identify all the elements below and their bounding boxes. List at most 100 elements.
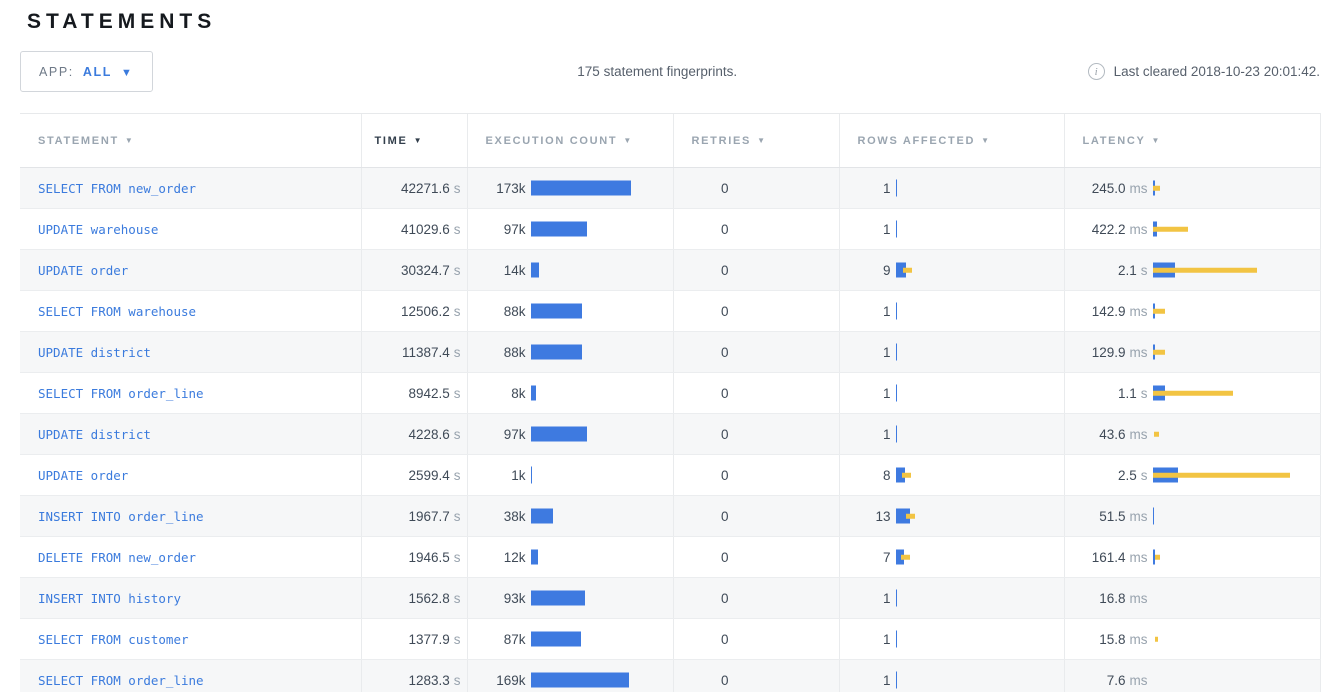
cell-unit: ms bbox=[1129, 426, 1148, 442]
rows-affected-bar bbox=[895, 422, 1064, 446]
execution-count-bar bbox=[530, 504, 673, 528]
cell-value: 9 bbox=[882, 262, 891, 278]
statement-link[interactable]: SELECT FROM new_order bbox=[38, 180, 197, 196]
cell-value: 129.9 ms bbox=[1091, 344, 1148, 360]
cell-value: 142.9 ms bbox=[1091, 303, 1148, 319]
cell-value: 0 bbox=[720, 590, 729, 606]
execution-count-bar-mean bbox=[530, 508, 553, 524]
time-cell: 1562.8 s bbox=[360, 577, 467, 619]
cell-unit: ms bbox=[1129, 221, 1148, 237]
statement-cell: UPDATE district bbox=[20, 331, 361, 373]
retries-cell: 0 bbox=[672, 536, 839, 578]
statement-link[interactable]: UPDATE district bbox=[38, 344, 151, 360]
app-filter-dropdown[interactable]: APP: ALL ▼ bbox=[20, 51, 153, 92]
statement-cell: INSERT INTO history bbox=[20, 577, 361, 619]
cell-unit: s bbox=[453, 549, 461, 565]
statement-link[interactable]: UPDATE order bbox=[38, 467, 129, 483]
statement-link[interactable]: UPDATE district bbox=[38, 426, 151, 442]
time-cell: 30324.7 s bbox=[360, 249, 467, 291]
column-header-execution-count[interactable]: EXECUTION COUNT ▼ bbox=[466, 113, 673, 168]
column-label: RETRIES bbox=[691, 134, 752, 147]
cell-value: 7.6 ms bbox=[1106, 672, 1148, 688]
statement-cell: UPDATE district bbox=[20, 413, 361, 455]
cell-unit: s bbox=[1140, 262, 1148, 278]
statement-link[interactable]: INSERT INTO order_line bbox=[38, 508, 204, 524]
info-icon[interactable]: i bbox=[1087, 63, 1105, 80]
time-cell: 1283.3 s bbox=[360, 659, 467, 692]
statement-link[interactable]: DELETE FROM new_order bbox=[38, 549, 197, 565]
statement-link[interactable]: UPDATE warehouse bbox=[38, 221, 159, 237]
cell-value: 1 bbox=[882, 672, 891, 688]
latency-bar-stddev bbox=[1152, 349, 1165, 355]
statement-link[interactable]: SELECT FROM warehouse bbox=[38, 303, 197, 319]
execution-count-cell: 88k bbox=[466, 331, 673, 373]
rows-affected-cell: 9 bbox=[838, 249, 1064, 291]
rows-affected-bar-mean bbox=[895, 589, 897, 607]
execution-count-cell: 169k bbox=[466, 659, 673, 692]
latency-bar bbox=[1152, 176, 1320, 200]
time-cell: 12506.2 s bbox=[360, 290, 467, 332]
execution-count-bar-mean bbox=[530, 466, 532, 484]
rows-affected-cell: 8 bbox=[838, 454, 1064, 496]
cell-unit: ms bbox=[1129, 549, 1148, 565]
cell-value: 1k bbox=[511, 467, 526, 483]
column-label: TIME bbox=[374, 134, 408, 147]
cell-value: 1 bbox=[882, 590, 891, 606]
cell-unit: ms bbox=[1129, 344, 1148, 360]
cell-unit: s bbox=[453, 385, 461, 401]
cell-value: 422.2 ms bbox=[1091, 221, 1148, 237]
table-row: SELECT FROM warehouse 12506.2 s 88k 0 1 142.9 m… bbox=[20, 290, 1321, 332]
rows-affected-cell: 1 bbox=[838, 290, 1064, 332]
cell-value: 0 bbox=[720, 344, 729, 360]
retries-cell: 0 bbox=[672, 495, 839, 537]
cell-value: 0 bbox=[720, 303, 729, 319]
table-row: UPDATE order 30324.7 s 14k 0 9 2.1 s bbox=[20, 249, 1321, 291]
rows-affected-bar-mean bbox=[895, 671, 897, 689]
latency-cell: 245.0 ms bbox=[1063, 167, 1321, 209]
rows-affected-bar-stddev bbox=[902, 267, 912, 273]
statement-link[interactable]: INSERT INTO history bbox=[38, 590, 181, 606]
execution-count-bar bbox=[530, 627, 673, 651]
statement-cell: SELECT FROM warehouse bbox=[20, 290, 361, 332]
column-header-retries[interactable]: RETRIES ▼ bbox=[672, 113, 839, 168]
retries-cell: 0 bbox=[672, 331, 839, 373]
cell-unit: s bbox=[453, 344, 461, 360]
cell-value: 14k bbox=[503, 262, 526, 278]
cell-value: 12k bbox=[503, 549, 526, 565]
page-title: STATEMENTS bbox=[27, 10, 217, 33]
time-cell: 1967.7 s bbox=[360, 495, 467, 537]
cell-value: 13 bbox=[875, 508, 891, 524]
cell-value: 38k bbox=[503, 508, 526, 524]
table-row: UPDATE warehouse 41029.6 s 97k 0 1 422.2 ms bbox=[20, 208, 1321, 250]
rows-affected-cell: 1 bbox=[838, 659, 1064, 692]
latency-bar bbox=[1152, 545, 1320, 569]
column-header-statement[interactable]: STATEMENT ▼ bbox=[20, 113, 361, 168]
latency-cell: 43.6 ms bbox=[1063, 413, 1321, 455]
table-row: UPDATE district 11387.4 s 88k 0 1 129.9 ms bbox=[20, 331, 1321, 373]
cell-value: 2.1 s bbox=[1117, 262, 1148, 278]
cell-unit: s bbox=[453, 180, 461, 196]
column-header-latency[interactable]: LATENCY ▼ bbox=[1063, 113, 1321, 168]
table-header-row: STATEMENT ▼ TIME ▼ EXECUTION COUNT ▼ RETRIES ▼ R… bbox=[20, 113, 1321, 168]
cell-value: 0 bbox=[720, 262, 729, 278]
statement-link[interactable]: SELECT FROM order_line bbox=[38, 385, 204, 401]
rows-affected-bar bbox=[895, 668, 1064, 692]
statement-link[interactable]: UPDATE order bbox=[38, 262, 129, 278]
sort-arrow-icon: ▼ bbox=[981, 135, 991, 145]
retries-cell: 0 bbox=[672, 413, 839, 455]
statement-cell: DELETE FROM new_order bbox=[20, 536, 361, 578]
column-header-rows-affected[interactable]: ROWS AFFECTED ▼ bbox=[838, 113, 1064, 168]
statement-link[interactable]: SELECT FROM customer bbox=[38, 631, 189, 647]
latency-cell: 2.1 s bbox=[1063, 249, 1321, 291]
execution-count-cell: 97k bbox=[466, 208, 673, 250]
table-row: SELECT FROM order_line 8942.5 s 8k 0 1 1.1 s bbox=[20, 372, 1321, 414]
latency-cell: 15.8 ms bbox=[1063, 618, 1321, 660]
sort-arrow-icon: ▼ bbox=[413, 135, 424, 145]
latency-bar-stddev bbox=[1153, 431, 1159, 437]
execution-count-bar-mean bbox=[530, 672, 629, 688]
rows-affected-cell: 13 bbox=[838, 495, 1064, 537]
column-header-time[interactable]: TIME ▼ bbox=[360, 113, 467, 168]
retries-cell: 0 bbox=[672, 249, 839, 291]
statement-link[interactable]: SELECT FROM order_line bbox=[38, 672, 204, 688]
execution-count-cell: 97k bbox=[466, 413, 673, 455]
